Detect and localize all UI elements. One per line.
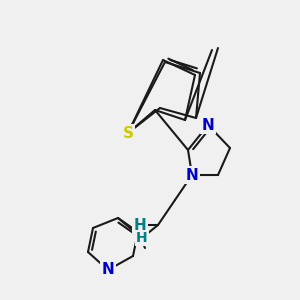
Text: S: S: [122, 125, 134, 140]
Text: H: H: [134, 218, 146, 232]
Text: N: N: [102, 262, 114, 278]
Text: H: H: [136, 231, 148, 245]
Text: N: N: [186, 167, 198, 182]
Text: N: N: [202, 118, 214, 133]
